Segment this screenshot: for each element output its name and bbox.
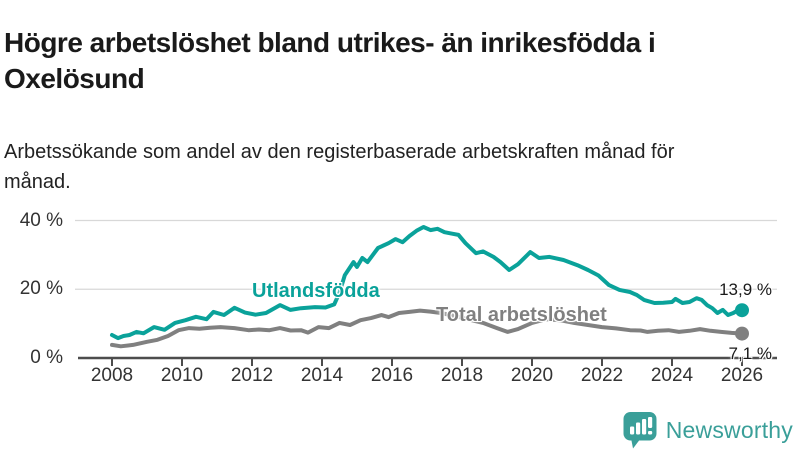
x-tick-label: 2016	[370, 365, 414, 386]
x-tick-label: 2024	[650, 365, 694, 386]
chart-subtitle: Arbetssökande som andel av den registerb…	[4, 141, 675, 193]
end-value-label-utlandsfodda: 13,9 %	[719, 280, 772, 299]
x-tick-label: 2020	[510, 365, 554, 386]
y-tick-label: 20 %	[19, 278, 63, 300]
page-title: Högre arbetslöshet bland utrikes- än inr…	[4, 26, 656, 94]
x-tick-label: 2018	[440, 365, 484, 386]
newsworthy-logo: Newsworthy	[623, 411, 793, 449]
y-tick-label: 40 %	[19, 209, 63, 231]
x-tick-label: 2008	[90, 365, 134, 386]
x-tick-label: 2012	[230, 365, 274, 386]
series-label-total: Total arbetslöshet	[436, 304, 607, 326]
x-tick-label: 2022	[580, 365, 624, 386]
x-tick-label: 2014	[300, 365, 344, 386]
x-tick-label: 2026	[720, 365, 764, 386]
newsworthy-chart-bubble-icon	[623, 412, 657, 449]
x-tick-label: 2010	[160, 365, 204, 386]
newsworthy-wordmark: Newsworthy	[665, 416, 793, 443]
end-value-label-total: 7,1 %	[728, 344, 772, 363]
series-label-utlandsfodda: Utlandsfödda	[252, 280, 380, 302]
y-tick-label: 0 %	[30, 347, 63, 368]
